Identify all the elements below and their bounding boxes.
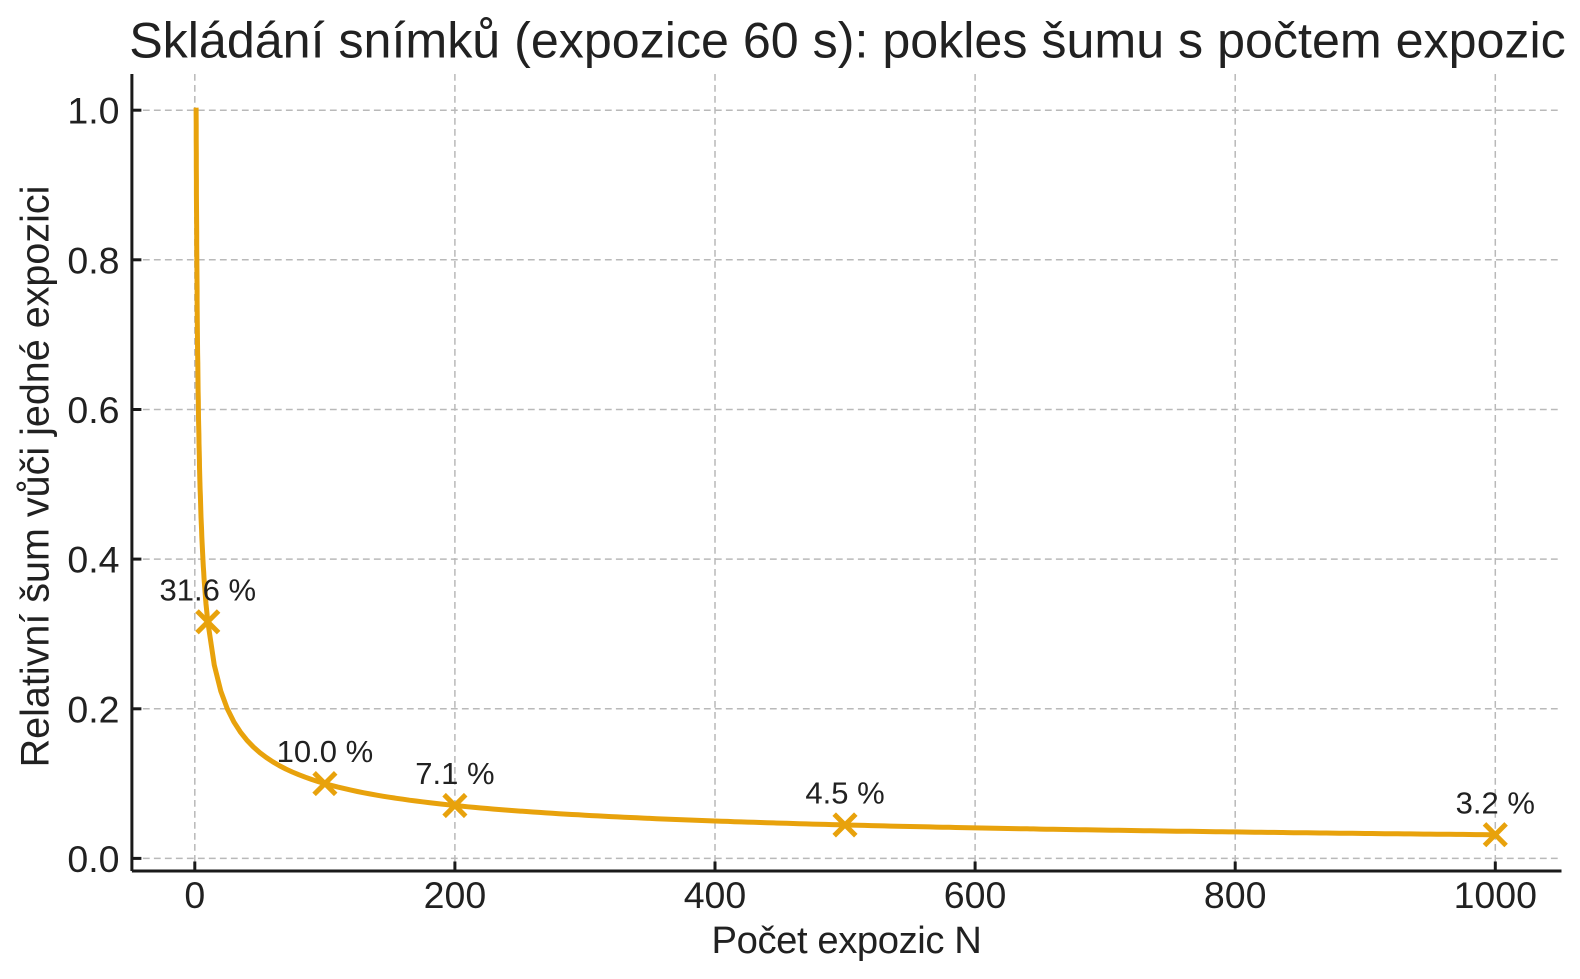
- svg-text:0.0: 0.0: [67, 838, 119, 880]
- svg-text:4.5 %: 4.5 %: [805, 776, 884, 811]
- svg-text:200: 200: [424, 874, 487, 916]
- svg-text:800: 800: [1204, 874, 1267, 916]
- svg-text:400: 400: [684, 874, 747, 916]
- svg-text:Skládání snímků (expozice 60 s: Skládání snímků (expozice 60 s): pokles …: [129, 13, 1566, 69]
- svg-text:7.1 %: 7.1 %: [415, 756, 494, 791]
- svg-text:0: 0: [184, 874, 205, 916]
- svg-text:10.0 %: 10.0 %: [277, 734, 374, 769]
- svg-text:600: 600: [944, 874, 1007, 916]
- svg-text:31.6 %: 31.6 %: [160, 572, 257, 607]
- svg-text:3.2 %: 3.2 %: [1456, 785, 1535, 820]
- svg-text:1000: 1000: [1454, 874, 1537, 916]
- svg-text:Počet expozic N: Počet expozic N: [712, 919, 982, 962]
- svg-text:0.4: 0.4: [67, 539, 119, 581]
- svg-text:0.2: 0.2: [67, 688, 119, 730]
- svg-text:0.8: 0.8: [67, 239, 119, 281]
- svg-text:Relativní šum vůči jedné expoz: Relativní šum vůči jedné expozici: [14, 186, 58, 768]
- svg-text:1.0: 1.0: [67, 90, 119, 132]
- svg-text:0.6: 0.6: [67, 389, 119, 431]
